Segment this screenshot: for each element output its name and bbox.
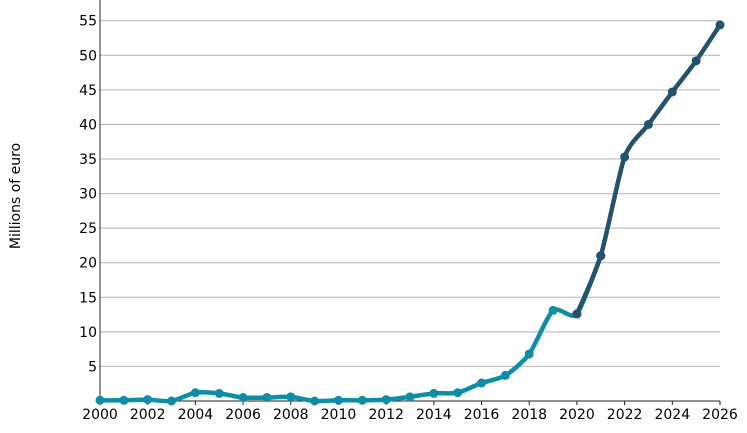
y-tick-labels: 5 10 15 20 25 30 35 40 45 50 55 (79, 14, 97, 376)
x-tick-label: 2008 (273, 407, 309, 423)
data-point (143, 395, 153, 405)
y-tick-label: 40 (79, 117, 97, 133)
gridlines (100, 20, 720, 367)
y-tick-label: 15 (79, 290, 97, 306)
x-tick-label: 2014 (416, 407, 452, 423)
data-point (95, 395, 105, 405)
data-point (524, 349, 534, 359)
x-tick-label: 2016 (464, 407, 500, 423)
data-point (429, 388, 439, 398)
series-line (574, 22, 723, 317)
data-point (572, 309, 582, 319)
data-point (310, 396, 320, 406)
y-tick-label: 5 (88, 359, 97, 375)
series-line (97, 253, 604, 404)
y-axis-title: Millions of euro (8, 143, 24, 249)
x-tick-label: 2018 (511, 407, 547, 423)
y-tick-label: 55 (79, 14, 97, 30)
x-tick-label: 2026 (702, 407, 738, 423)
x-tick-label: 2010 (321, 407, 357, 423)
data-point (381, 395, 391, 405)
x-tick-label: 2002 (130, 407, 166, 423)
data-point (286, 392, 296, 402)
x-tick-label: 2022 (607, 407, 643, 423)
y-tick-label: 50 (79, 48, 97, 64)
y-tick-label: 35 (79, 152, 97, 168)
x-tick-label: 2024 (654, 407, 690, 423)
x-tick-label: 2012 (368, 407, 404, 423)
data-point (596, 251, 606, 261)
y-tick-label: 20 (79, 256, 97, 272)
data-point (715, 20, 725, 30)
data-point (548, 305, 558, 315)
y-tick-label: 25 (79, 221, 97, 237)
data-point (357, 395, 367, 405)
data-point (500, 370, 510, 380)
data-point (477, 378, 487, 388)
x-tick-label: 2020 (559, 407, 595, 423)
data-point (453, 388, 463, 398)
axes (99, 0, 720, 402)
data-point (238, 393, 248, 403)
x-tick-label: 2004 (178, 407, 214, 423)
data-point (405, 392, 415, 402)
data-point (190, 388, 200, 398)
data-point (667, 87, 677, 97)
data-point (620, 152, 630, 162)
series-layer (95, 20, 725, 406)
y-tick-label: 30 (79, 187, 97, 203)
data-point (643, 119, 653, 129)
data-point (333, 395, 343, 405)
y-tick-label: 10 (79, 325, 97, 341)
x-tick-label: 2000 (82, 407, 118, 423)
x-tick-label: 2006 (225, 407, 261, 423)
data-point (691, 56, 701, 66)
y-tick-label: 45 (79, 83, 97, 99)
data-point (262, 393, 272, 403)
data-point (119, 395, 129, 405)
x-tick-labels: 2000 2002 2004 2006 2008 2010 2012 2014 2016 2018… (82, 401, 738, 423)
data-point (167, 396, 177, 406)
data-point (214, 388, 224, 398)
